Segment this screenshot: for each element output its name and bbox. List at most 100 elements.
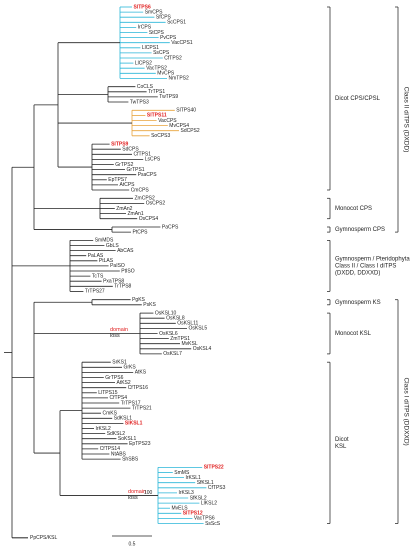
leaf-label: MvCPS4: [169, 123, 189, 129]
leaf-label: OsCPS4: [139, 216, 159, 222]
leaf-label: PtISO: [121, 268, 134, 274]
leaf-label: TrTPS1: [148, 89, 165, 95]
leaf-label: TcTS: [92, 273, 104, 279]
leaf-label: SsCPS: [153, 50, 170, 56]
leaf-label: IrKSL1: [186, 475, 202, 481]
leaf-label: AtCPS: [120, 182, 136, 188]
leaf-label: OsKSL7: [163, 351, 182, 357]
leaf-label: MvCPS: [157, 71, 175, 77]
leaf-label: SfCPS: [156, 15, 172, 21]
leaf-label: CfTPS14: [100, 446, 121, 452]
leaf-label: PvCPS: [160, 35, 177, 41]
leaf-label: NtABS: [111, 451, 127, 457]
leaf-label: ZmAn1: [128, 211, 144, 217]
leaf-label: CmCPS: [131, 187, 150, 193]
leaf-label: CmKS: [103, 411, 118, 417]
leaf-label: ZmCPS2: [135, 196, 156, 202]
leaf-label: SfKSL2: [190, 495, 207, 501]
leaf-label: OsKSL4: [193, 346, 212, 352]
leaf-label: VacCPS: [158, 118, 177, 124]
leaf-label: PtLAS: [99, 258, 114, 264]
leaf-label: SdKSL2: [107, 431, 126, 437]
leaf-label: PxaTPS8: [103, 279, 124, 285]
leaf-label: SlKSL1: [125, 421, 143, 427]
leaf-label: NmTPS2: [169, 76, 190, 82]
leaf-label: LlTPS15: [98, 390, 117, 396]
leaf-label: TrTPS27: [85, 289, 105, 295]
leaf-label: PsKS: [143, 302, 156, 308]
leaf-label: SmMDS: [95, 238, 114, 244]
leaf-label: TrTPS21: [132, 405, 152, 411]
group-label: Dicot: [335, 437, 349, 443]
leaf-label: SlTPS6: [134, 4, 151, 10]
leaf-label: IrKSL3: [179, 490, 195, 496]
annotation: loss: [128, 495, 138, 501]
leaf-label: OsKSL6: [159, 331, 178, 337]
annotation: domain: [110, 327, 128, 333]
leaf-label: SmCPS: [145, 9, 163, 15]
group-label: Gymnosperm CPS: [335, 227, 385, 233]
leaf-label: GrKS: [124, 365, 137, 371]
leaf-label: TrTPS8: [114, 284, 131, 290]
group-label: Gymnosperm KS: [335, 300, 381, 306]
group-label: KSL: [335, 444, 347, 450]
leaf-label: IrCPS: [138, 25, 152, 31]
leaf-label: SoKSL1: [118, 436, 137, 442]
leaf-label: VacCPS1: [171, 40, 193, 46]
leaf-label: ZmAn2: [116, 206, 132, 212]
leaf-label: OsKSL10: [155, 310, 177, 316]
class-label: Class II diTPS (DXDD): [402, 87, 409, 153]
leaf-label: SlTPS9: [111, 141, 128, 147]
leaf-label: TwTPS9: [159, 94, 178, 100]
leaf-label: PsaCPS: [138, 172, 158, 178]
leaf-label: IrKSL2: [96, 426, 112, 432]
leaf-label: OsKSL11: [177, 321, 198, 327]
leaf-label: ScCPS1: [167, 20, 186, 26]
leaf-label: VacTPS2: [146, 66, 167, 72]
leaf-label: SfKSL1: [197, 480, 214, 486]
leaf-label: CfTPS1: [134, 152, 152, 158]
leaf-label: LsCPS: [145, 157, 161, 163]
class-label: Class I diTPS (DDXXD): [402, 377, 409, 445]
leaf-label: CoCLS: [137, 84, 154, 90]
leaf-label: ZmTPS1: [170, 336, 190, 342]
leaf-label: EpTPS7: [108, 177, 127, 183]
leaf-label: OsKSL8: [166, 316, 185, 322]
leaf-label: SlTPS22: [204, 465, 224, 471]
annotation: loss: [110, 333, 120, 339]
leaf-label: PaISO: [110, 263, 125, 269]
group-label: Dicot CPS/CPSL: [335, 96, 381, 102]
leaf-label: VacTPS6: [194, 516, 215, 522]
leaf-label: TwTPS3: [130, 99, 149, 105]
annotation: domain: [128, 489, 146, 495]
leaf-label: StCPS: [149, 30, 165, 36]
leaf-label: PaLAS: [88, 253, 104, 259]
leaf-label: SmMS: [174, 470, 190, 476]
leaf-label: TrTPS17: [121, 400, 141, 406]
leaf-label: SrKS1: [112, 360, 127, 366]
leaf-label: OsKSL5: [189, 326, 208, 332]
root-leaf-label: PpCPS/KSL: [30, 535, 57, 541]
support-value: 100: [144, 490, 153, 496]
leaf-label: GrTPS1: [127, 167, 145, 173]
leaf-label: GrTPS6: [105, 375, 123, 381]
leaf-label: AtKS: [135, 370, 147, 376]
leaf-label: SoCPS3: [151, 133, 170, 139]
group-label: (DXDD, DDXXD): [335, 270, 380, 276]
leaf-label: AtKS2: [117, 380, 131, 386]
group-label: Class II / Class I diTPS: [335, 263, 396, 269]
leaf-label: SdKSL1: [114, 416, 133, 422]
group-label: Monocot KSL: [335, 331, 372, 337]
leaf-label: PtCPS: [133, 229, 149, 235]
leaf-label: SdCPS2: [181, 128, 200, 134]
leaf-label: CfTPS2: [164, 55, 182, 61]
leaf-label: OsCPS2: [146, 201, 166, 207]
leaf-label: ShSBS: [122, 456, 139, 462]
leaf-label: EpTPS23: [129, 441, 151, 447]
leaf-label: MvKSL: [182, 341, 198, 347]
leaf-label: LlCPS1: [142, 45, 159, 51]
leaf-label: CfTPS3: [208, 485, 226, 491]
leaf-label: SsScS: [205, 521, 221, 527]
leaf-label: MvELS: [172, 506, 189, 512]
